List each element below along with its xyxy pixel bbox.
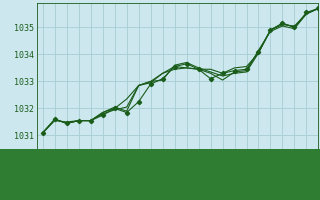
X-axis label: Graphe pression niveau de la mer (hPa): Graphe pression niveau de la mer (hPa) (59, 165, 296, 175)
